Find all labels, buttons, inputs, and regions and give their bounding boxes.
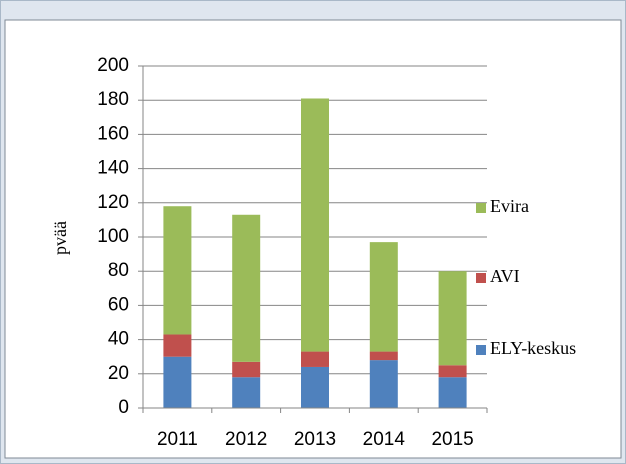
y-axis-label: pvää: [50, 221, 70, 255]
bar-segment: [369, 242, 398, 352]
bar-segment: [232, 361, 261, 378]
legend-label: AVI: [490, 266, 520, 286]
y-tick-label: 80: [108, 260, 129, 281]
legend-swatch: [476, 273, 486, 283]
legend-label: ELY-keskus: [490, 338, 576, 358]
y-tick-label: 180: [97, 89, 129, 110]
y-tick-label: 140: [97, 158, 129, 179]
bar-segment: [301, 98, 329, 352]
x-tick-label: 2015: [431, 429, 473, 450]
bar-segment: [301, 366, 329, 408]
x-tick-label: 2011: [157, 429, 198, 450]
legend-label: Evira: [490, 196, 529, 216]
y-tick-label: 0: [118, 397, 129, 418]
bar-segment: [163, 356, 192, 408]
y-tick-label: 160: [97, 123, 129, 144]
bar-segment: [438, 365, 467, 378]
legend-swatch: [476, 345, 486, 355]
bar-segment: [301, 351, 329, 367]
y-tick-label: 20: [108, 363, 129, 384]
bar-segment: [369, 360, 398, 408]
y-tick-label: 60: [108, 294, 129, 315]
x-tick-label: 2012: [225, 429, 267, 450]
y-tick-label: 120: [97, 192, 129, 213]
bar-segment: [369, 351, 398, 361]
bar-segment: [163, 206, 192, 335]
bar-segment: [163, 334, 192, 357]
bar-segment: [232, 377, 261, 408]
legend-swatch: [476, 203, 486, 213]
x-tick-label: 2013: [294, 429, 336, 450]
y-tick-label: 200: [97, 55, 129, 76]
y-tick-label: 100: [97, 226, 129, 247]
bar-segment: [438, 377, 467, 408]
bar-segment: [232, 214, 261, 362]
y-tick-label: 40: [108, 329, 129, 350]
bar-segment: [438, 271, 467, 366]
x-tick-label: 2014: [363, 429, 406, 450]
